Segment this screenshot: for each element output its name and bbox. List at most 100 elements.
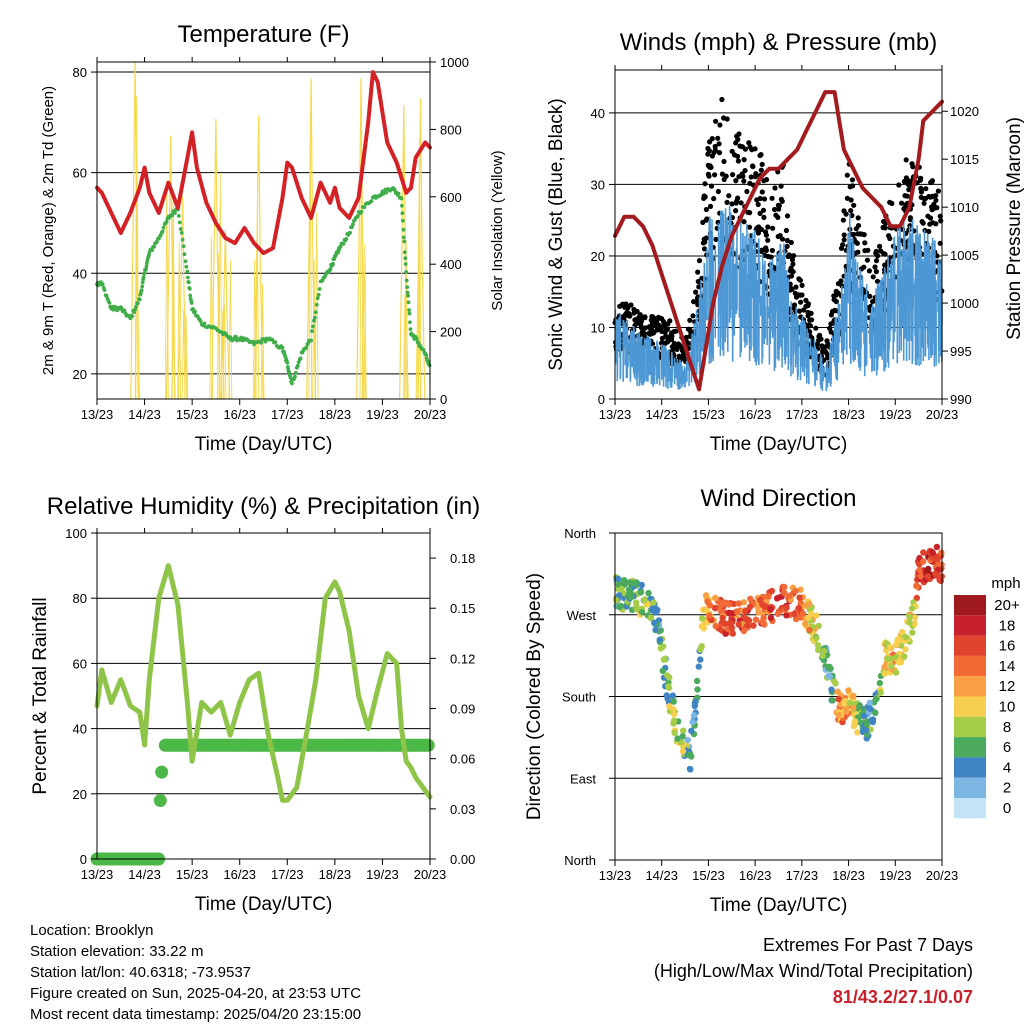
direction-point [735, 600, 742, 607]
dewpoint-point [348, 230, 352, 235]
y2-tick-label: 0.09 [450, 702, 475, 717]
legend-swatch [954, 595, 986, 616]
gust-point [707, 203, 714, 209]
direction-point [908, 605, 916, 612]
gust-point [647, 330, 653, 336]
gust-point [726, 193, 732, 199]
most-recent-timestamp: Most recent data timestamp: 2025/04/20 2… [30, 1006, 362, 1023]
gust-point [654, 327, 660, 333]
direction-point [869, 716, 877, 723]
gust-point [716, 150, 723, 156]
direction-point [909, 629, 916, 636]
gust-point [813, 325, 819, 331]
gust-point [746, 224, 753, 230]
direction-point [774, 610, 782, 617]
gust-point [731, 152, 738, 158]
x-tick-label: 17/23 [271, 867, 304, 882]
gust-point [700, 240, 707, 246]
direction-point [814, 642, 822, 649]
direction-point [845, 687, 852, 694]
direction-point [614, 575, 622, 583]
y2-tick-label: 995 [950, 344, 972, 359]
gust-point [784, 213, 791, 219]
direction-point [719, 614, 726, 622]
gust-point [752, 146, 758, 152]
dewpoint-point [181, 244, 186, 249]
y-tick-label: 0 [598, 392, 605, 407]
dewpoint-point [406, 300, 411, 305]
dewpoint-point [155, 239, 159, 244]
y-tick-label: South [562, 690, 596, 705]
dewpoint-point [359, 209, 364, 214]
direction-point [666, 674, 673, 681]
gust-point [634, 308, 640, 314]
x-tick-label: 20/23 [414, 407, 447, 422]
dewpoint-point [396, 191, 401, 196]
gust-point [796, 308, 803, 314]
y-tick-label: 40 [591, 106, 605, 121]
x-tick-label: 20/23 [926, 407, 959, 422]
direction-point [712, 594, 719, 601]
gust-point [921, 196, 927, 202]
dewpoint-point [310, 329, 314, 333]
rainfall-point [155, 765, 169, 779]
gust-point [903, 202, 909, 208]
gust-point [738, 200, 744, 206]
gust-point [873, 258, 880, 264]
insolation-spike [209, 235, 214, 400]
chart-title: Winds (mph) & Pressure (mb) [620, 29, 937, 56]
direction-point [765, 593, 772, 600]
gust-point [904, 193, 910, 199]
gust-point [907, 223, 913, 229]
gust-point [769, 247, 776, 254]
gust-point [712, 172, 718, 178]
gust-point [724, 199, 730, 205]
gust-point [790, 261, 796, 267]
dewpoint-point [130, 314, 135, 319]
gust-point [838, 278, 844, 284]
gust-point [921, 200, 927, 206]
direction-point [835, 711, 843, 719]
gust-point [886, 233, 892, 239]
dewpoint-point [313, 310, 318, 315]
gust-point [938, 218, 944, 224]
gust-point [623, 311, 629, 317]
x-tick-label: 18/23 [319, 407, 352, 422]
temperature-line [95, 70, 432, 256]
gust-point [754, 197, 760, 203]
gust-point [705, 145, 711, 152]
dewpoint-point [188, 293, 193, 298]
gust-point [632, 317, 638, 323]
direction-point [913, 582, 920, 589]
direction-point [773, 595, 781, 602]
direction-point [747, 595, 754, 602]
dewpoint-point [402, 239, 407, 244]
gust-point [816, 333, 822, 340]
y-tick-label: 100 [65, 526, 87, 541]
rainfall-series [90, 738, 435, 866]
gust-point [711, 149, 717, 156]
plot-frame [96, 532, 431, 860]
direction-series [612, 543, 945, 773]
legend-label: 8 [1003, 719, 1011, 736]
gust-point [758, 167, 764, 173]
dewpoint-point [400, 211, 405, 216]
direction-point [632, 599, 640, 606]
gust-point [870, 299, 876, 305]
direction-point [679, 747, 687, 755]
direction-point [629, 580, 636, 587]
direction-point [702, 592, 710, 599]
gust-point [703, 235, 710, 241]
direction-point [651, 619, 658, 627]
dewpoint-point [313, 315, 317, 320]
gust-point [765, 237, 771, 243]
gust-point [881, 251, 887, 257]
dewpoint-point [107, 300, 112, 305]
dewpoint-point [176, 214, 181, 218]
dewpoint-point [384, 190, 389, 195]
gust-point [791, 305, 797, 311]
station-latlon: Station lat/lon: 40.6318; -73.9537 [30, 964, 252, 981]
gust-point [717, 210, 723, 216]
gust-point [733, 208, 739, 214]
dewpoint-point [400, 203, 404, 208]
